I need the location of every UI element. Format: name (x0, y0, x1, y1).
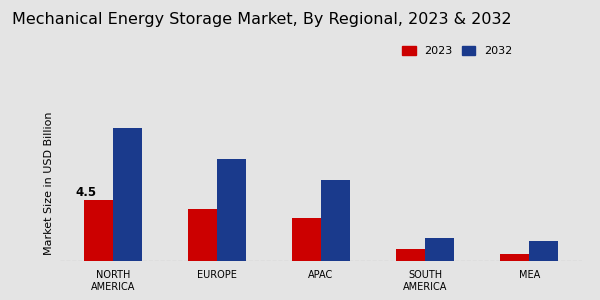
Text: Mechanical Energy Storage Market, By Regional, 2023 & 2032: Mechanical Energy Storage Market, By Reg… (12, 12, 512, 27)
Text: 4.5: 4.5 (76, 186, 97, 199)
Bar (217, 159, 246, 261)
Bar (500, 254, 529, 261)
Bar (113, 128, 142, 261)
Bar (425, 238, 454, 261)
Bar (529, 241, 558, 261)
Bar (84, 200, 113, 261)
Bar (188, 209, 217, 261)
Bar (321, 180, 350, 261)
Legend: 2023, 2032: 2023, 2032 (398, 42, 517, 61)
Bar (292, 218, 321, 261)
Bar (396, 250, 425, 261)
Y-axis label: Market Size in USD Billion: Market Size in USD Billion (44, 111, 55, 255)
